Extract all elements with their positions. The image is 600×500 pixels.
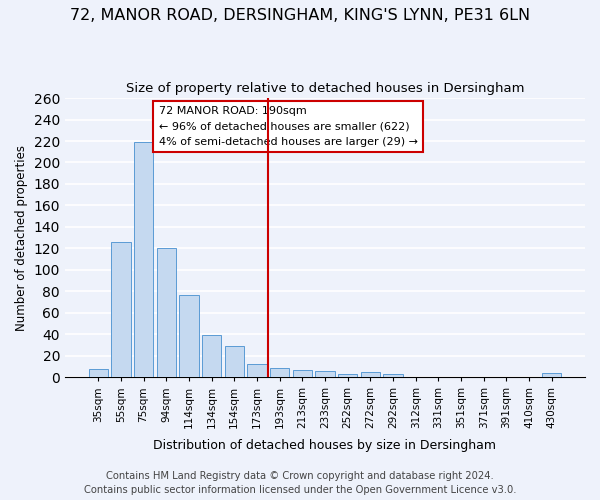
Bar [179, 294, 199, 377]
Bar [293, 370, 312, 377]
Text: Contains HM Land Registry data © Crown copyright and database right 2024.
Contai: Contains HM Land Registry data © Crown c… [84, 471, 516, 495]
Bar [270, 368, 289, 377]
Bar [338, 374, 357, 377]
Text: 72 MANOR ROAD: 190sqm
← 96% of detached houses are smaller (622)
4% of semi-deta: 72 MANOR ROAD: 190sqm ← 96% of detached … [158, 106, 418, 147]
Bar [202, 336, 221, 377]
Bar [89, 368, 108, 377]
Title: Size of property relative to detached houses in Dersingham: Size of property relative to detached ho… [126, 82, 524, 96]
Bar [316, 371, 335, 377]
Bar [542, 373, 562, 377]
Bar [383, 374, 403, 377]
Bar [111, 242, 131, 377]
Text: 72, MANOR ROAD, DERSINGHAM, KING'S LYNN, PE31 6LN: 72, MANOR ROAD, DERSINGHAM, KING'S LYNN,… [70, 8, 530, 22]
Bar [157, 248, 176, 377]
Bar [361, 372, 380, 377]
Bar [134, 142, 153, 377]
X-axis label: Distribution of detached houses by size in Dersingham: Distribution of detached houses by size … [154, 440, 496, 452]
Y-axis label: Number of detached properties: Number of detached properties [15, 144, 28, 330]
Bar [224, 346, 244, 377]
Bar [247, 364, 266, 377]
